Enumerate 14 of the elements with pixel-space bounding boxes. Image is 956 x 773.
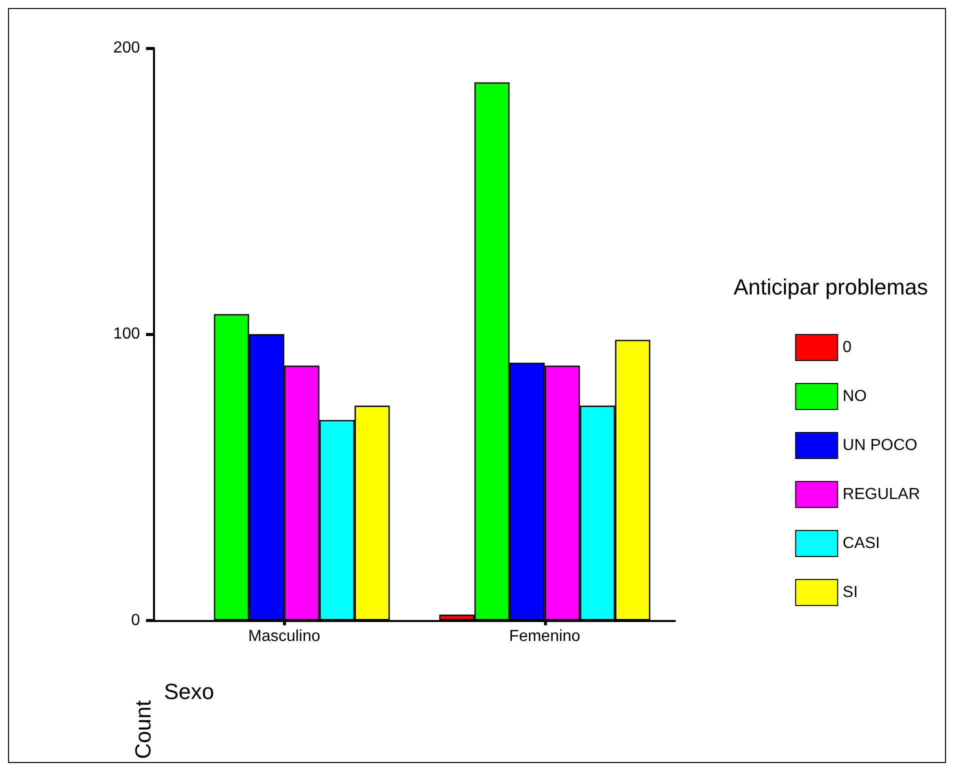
y-tick-label: 0 bbox=[131, 612, 140, 629]
y-tick-label: 100 bbox=[113, 326, 140, 343]
y-tick-label: 200 bbox=[113, 40, 140, 56]
x-tick-label: Femenino bbox=[509, 628, 580, 645]
legend-label: NO bbox=[842, 388, 867, 405]
legend-title: Anticipar problemas bbox=[734, 274, 928, 300]
legend-label: UN POCO bbox=[842, 437, 918, 454]
x-tick-label: Masculino bbox=[248, 628, 320, 645]
legend-label: CASI bbox=[842, 535, 880, 552]
legend-label: REGULAR bbox=[842, 486, 920, 503]
y-axis-title: Count bbox=[130, 700, 156, 760]
legend-label: 0 bbox=[842, 339, 852, 356]
x-axis-title: Sexo bbox=[164, 678, 214, 704]
legend-label: SI bbox=[842, 584, 858, 601]
